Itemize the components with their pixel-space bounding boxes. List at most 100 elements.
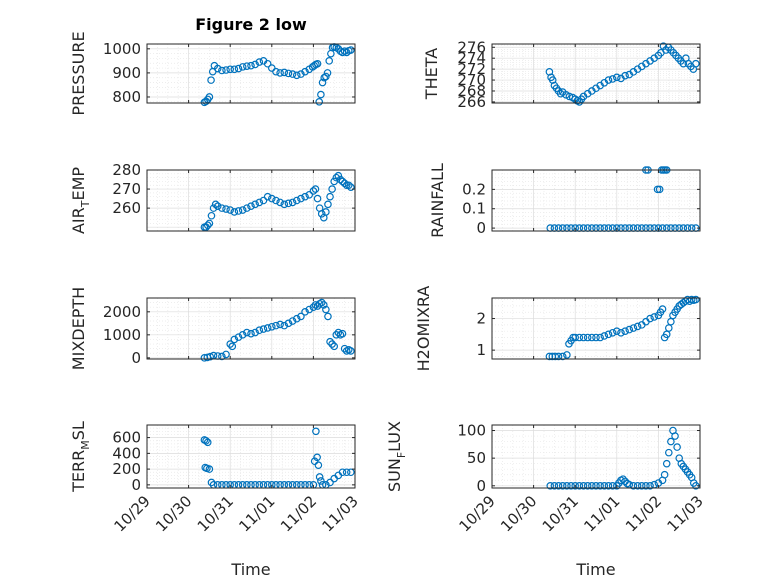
data-point [671, 432, 679, 440]
data-point [205, 219, 214, 228]
data-point [288, 317, 297, 325]
data-point [347, 347, 355, 355]
data-point [619, 475, 627, 483]
y-axis-label-base: AIR [69, 207, 88, 234]
y-tick-label: 0 [476, 219, 486, 237]
series-markers [545, 42, 700, 106]
data-point [342, 48, 351, 57]
data-point [234, 207, 243, 215]
y-tick-label: 800 [112, 88, 141, 106]
data-point [563, 481, 571, 490]
data-point [226, 206, 235, 214]
data-point [280, 200, 289, 209]
data-point [317, 210, 326, 218]
data-point [650, 313, 659, 321]
axes-box [491, 297, 701, 360]
data-point [347, 468, 355, 477]
y-tick-label: 272 [457, 60, 486, 78]
data-point [579, 481, 588, 490]
data-point [604, 481, 613, 490]
data-point [301, 308, 309, 316]
data-point [272, 196, 280, 205]
data-point [336, 175, 345, 184]
data-point [317, 298, 326, 307]
data-point [629, 324, 638, 332]
x-tick-label: 11/02 [277, 492, 320, 535]
data-point [323, 69, 332, 77]
x-axis-label: Time [575, 560, 615, 579]
y-tick-label: 270 [112, 180, 141, 198]
data-point [218, 204, 226, 212]
data-point [280, 321, 289, 330]
y-tick-label: 400 [112, 444, 141, 462]
data-point [617, 328, 625, 337]
y-tick-label: 2 [476, 310, 486, 328]
data-point [213, 202, 222, 211]
data-point [305, 305, 314, 314]
data-point [588, 333, 596, 342]
data-point [662, 459, 671, 468]
y-tick-label: 100 [457, 422, 486, 440]
data-point [612, 327, 621, 335]
data-point [288, 198, 297, 207]
series-markers [200, 171, 355, 231]
data-point [297, 312, 305, 321]
data-point [563, 351, 571, 359]
data-point [247, 202, 255, 211]
data-point [218, 352, 226, 361]
data-point [596, 333, 604, 342]
data-point [692, 295, 700, 304]
y-tick-label: 0 [131, 476, 141, 494]
grid-lines [146, 424, 355, 489]
data-point [342, 181, 351, 190]
data-point [309, 187, 318, 195]
axes-box [146, 169, 356, 232]
data-point [551, 352, 560, 361]
data-point [255, 198, 264, 207]
data-point [218, 66, 226, 75]
data-point [324, 200, 332, 209]
data-point [222, 66, 230, 74]
data-point [267, 194, 276, 203]
data-point [347, 183, 355, 191]
data-point [315, 97, 324, 106]
data-point [317, 90, 325, 99]
y-tick-label: 266 [457, 93, 486, 111]
data-point [692, 59, 700, 68]
axes-box [146, 424, 356, 489]
x-tick-label: 10/31 [194, 492, 237, 535]
series-markers [200, 43, 355, 107]
data-point [550, 481, 559, 490]
data-point [243, 62, 251, 70]
data-point [340, 344, 349, 353]
data-point [288, 70, 297, 78]
data-point [297, 194, 305, 203]
data-point [330, 342, 339, 351]
data-point [255, 58, 264, 66]
x-axis-label: Time [230, 560, 270, 579]
data-point [292, 196, 301, 205]
y-axis-label: TERRMSL [69, 421, 92, 493]
data-point [338, 177, 347, 186]
data-point [213, 64, 222, 73]
y-axis-label: PRESSURE [69, 31, 88, 115]
data-point [267, 322, 276, 331]
data-point [207, 76, 215, 84]
data-point [625, 325, 634, 334]
data-point [276, 320, 284, 329]
y-tick-label: 1000 [103, 326, 141, 344]
axes-box [491, 43, 701, 104]
data-point [596, 481, 604, 490]
grid-lines [146, 297, 355, 359]
data-point [205, 465, 214, 473]
data-point [340, 179, 349, 188]
y-tick-label: 600 [112, 429, 141, 447]
data-point [228, 342, 237, 351]
data-point [211, 200, 220, 209]
data-point [292, 314, 301, 323]
data-point [322, 305, 330, 314]
axes-box [491, 424, 701, 489]
data-point [579, 333, 588, 342]
